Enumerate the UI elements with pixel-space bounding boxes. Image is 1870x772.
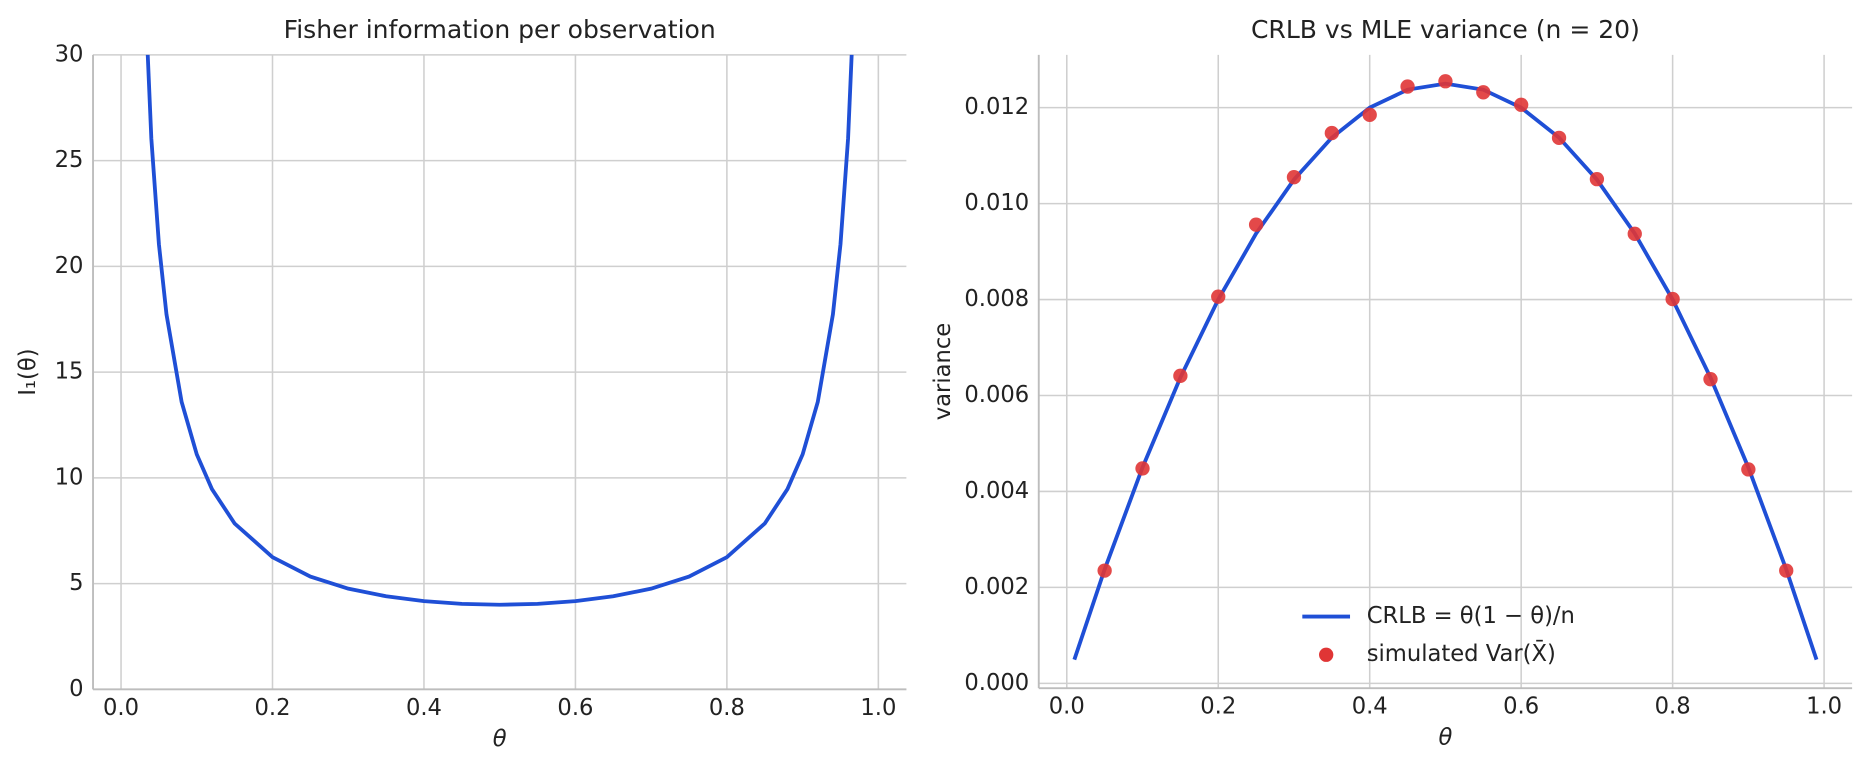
x-tick-label: 0.6 bbox=[1503, 694, 1539, 720]
point bbox=[1589, 171, 1605, 187]
point bbox=[1779, 563, 1794, 578]
x-tick-label: 0.2 bbox=[254, 695, 290, 721]
point bbox=[1627, 226, 1642, 241]
x-tick-label: 0.0 bbox=[103, 695, 139, 721]
point bbox=[1551, 130, 1567, 146]
chart-title: CRLB vs MLE variance (n = 20) bbox=[1251, 15, 1640, 44]
point bbox=[1286, 170, 1302, 185]
y-tick-label: 0.010 bbox=[964, 190, 1029, 216]
x-tick-label: 0.8 bbox=[1655, 694, 1691, 720]
y-tick-label: 10 bbox=[55, 464, 84, 490]
x-tick-label: 0.8 bbox=[709, 695, 745, 721]
point bbox=[1248, 217, 1264, 232]
x-axis-label: θ bbox=[493, 726, 507, 752]
legend-label: CRLB = θ(1 − θ)/n bbox=[1367, 603, 1575, 629]
panel: 0.0 0.2 0.4 0.6 0.8 1.0 0 5 10 15 20 25 30 Fisher inf… bbox=[15, 15, 907, 752]
point bbox=[1400, 79, 1415, 94]
point bbox=[1438, 74, 1453, 89]
y-tick-label: 30 bbox=[55, 41, 84, 67]
legend-label: simulated Var(X̄) bbox=[1367, 639, 1556, 667]
y-tick-label: 0.012 bbox=[964, 94, 1029, 120]
chart-title: Fisher information per observation bbox=[284, 15, 716, 44]
legend-marker bbox=[1319, 647, 1334, 662]
y-tick-label: 0.000 bbox=[964, 670, 1029, 696]
point bbox=[1665, 291, 1680, 307]
y-tick-label: 25 bbox=[55, 147, 84, 173]
y-tick-label: 0 bbox=[69, 676, 83, 702]
x-tick-label: 0.6 bbox=[557, 695, 593, 721]
point bbox=[1324, 125, 1339, 141]
point bbox=[1173, 368, 1188, 383]
point bbox=[1362, 107, 1377, 122]
point bbox=[1703, 372, 1718, 387]
point bbox=[1097, 563, 1112, 578]
x-axis-label: θ bbox=[1439, 725, 1453, 751]
x-tick-label: 1.0 bbox=[1806, 694, 1842, 720]
plot-area bbox=[145, 54, 854, 607]
y-tick-label: 0.008 bbox=[964, 286, 1029, 312]
point bbox=[1211, 289, 1226, 304]
x-tick-label: 0.2 bbox=[1200, 694, 1236, 720]
point bbox=[1135, 461, 1150, 476]
y-axis-label: variance bbox=[930, 323, 956, 420]
x-tick-label: 0.4 bbox=[406, 695, 442, 721]
point bbox=[1741, 462, 1756, 477]
y-tick-label: 15 bbox=[55, 359, 84, 385]
point bbox=[1514, 97, 1529, 112]
x-tick-label: 1.0 bbox=[860, 695, 896, 721]
line bbox=[145, 54, 854, 607]
y-tick-label: 5 bbox=[69, 570, 83, 596]
y-tick-label: 0.006 bbox=[964, 382, 1029, 408]
x-tick-label: 0.0 bbox=[1049, 694, 1085, 720]
point bbox=[1476, 85, 1491, 100]
y-axis-label: I₁(θ) bbox=[15, 348, 41, 395]
y-tick-label: 0.004 bbox=[964, 478, 1029, 504]
plot-area bbox=[1072, 74, 1819, 661]
panel: 0.0 0.2 0.4 0.6 0.8 1.0 0.000 0.002 0.004 0.006 0.… bbox=[930, 15, 1853, 751]
x-tick-label: 0.4 bbox=[1352, 694, 1388, 720]
y-tick-label: 20 bbox=[55, 253, 84, 279]
y-tick-label: 0.002 bbox=[964, 574, 1029, 600]
